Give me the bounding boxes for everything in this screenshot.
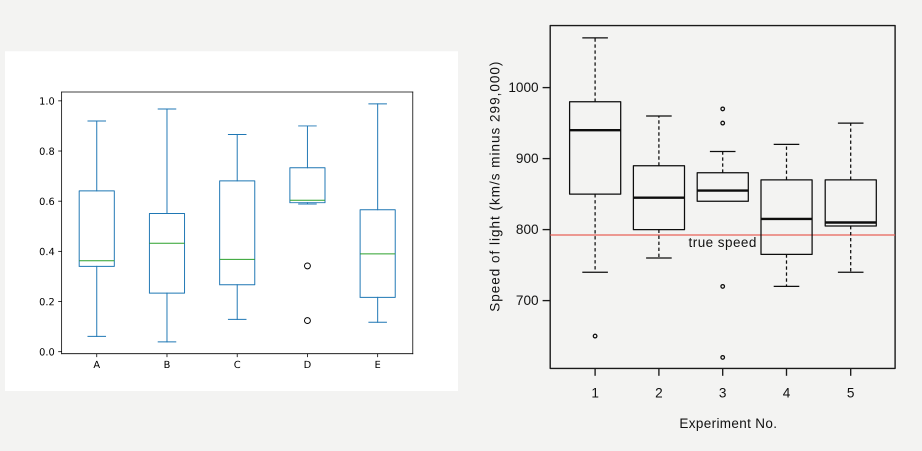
svg-text:Experiment No.: Experiment No. <box>679 416 777 431</box>
svg-text:1000: 1000 <box>508 80 539 95</box>
svg-text:4: 4 <box>783 386 791 401</box>
svg-text:1: 1 <box>591 386 599 401</box>
svg-text:700: 700 <box>516 293 539 308</box>
svg-text:5: 5 <box>847 386 855 401</box>
svg-text:Speed of light (km/s minus 299: Speed of light (km/s minus 299,000) <box>488 61 503 312</box>
svg-text:900: 900 <box>516 151 539 166</box>
svg-text:800: 800 <box>516 222 539 237</box>
svg-text:3: 3 <box>719 386 727 401</box>
svg-text:true speed: true speed <box>689 235 757 250</box>
svg-text:2: 2 <box>655 386 663 401</box>
